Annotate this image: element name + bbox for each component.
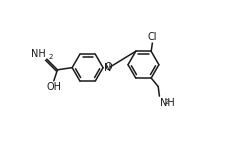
Text: N: N [104,63,112,73]
Text: O: O [105,62,112,72]
Text: OH: OH [47,82,62,92]
Text: Cl: Cl [148,32,157,42]
Text: 2: 2 [49,54,53,60]
Text: 2: 2 [165,99,169,105]
Text: NH: NH [31,49,46,59]
Text: NH: NH [160,98,175,108]
